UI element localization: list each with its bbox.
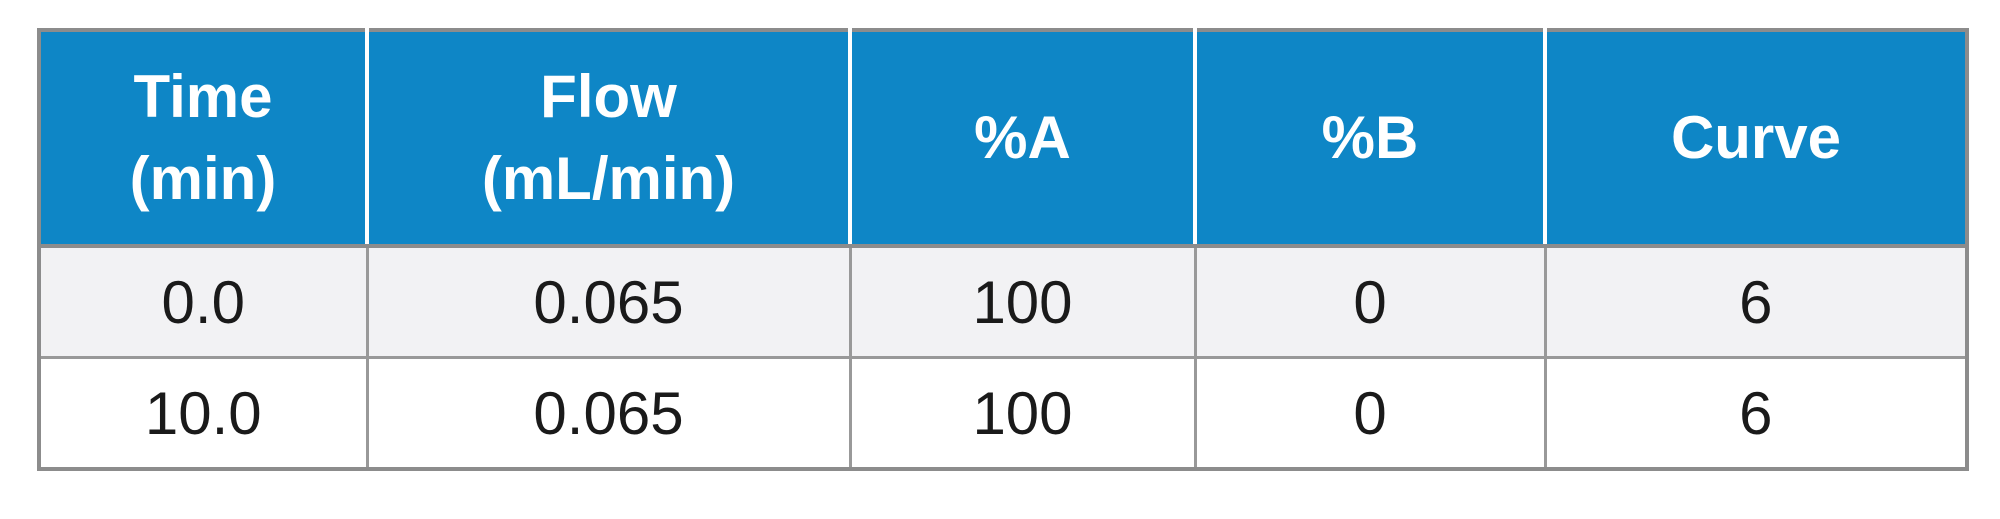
header-row: Time (min) Flow (mL/min) %A %B Curve — [39, 30, 1967, 248]
gradient-table: Time (min) Flow (mL/min) %A %B Curve 0.0… — [37, 28, 1969, 471]
column-header-percent-a: %A — [848, 30, 1195, 248]
table-row: 0.0 0.065 100 0 6 — [37, 244, 1969, 359]
table-cell-percent-b: 0 — [1193, 244, 1547, 359]
column-header-flow: Flow (mL/min) — [365, 30, 850, 248]
table-cell-curve: 6 — [1543, 356, 1969, 471]
column-header-time: Time (min) — [39, 30, 367, 248]
table-cell-percent-a: 100 — [848, 356, 1197, 471]
column-header-percent-b: %B — [1193, 30, 1545, 248]
table-cell-flow: 0.065 — [365, 244, 852, 359]
table-cell-curve: 6 — [1543, 244, 1969, 359]
table-cell-flow: 0.065 — [365, 356, 852, 471]
table-cell-time: 10.0 — [37, 356, 369, 471]
table-cell-percent-a: 100 — [848, 244, 1197, 359]
column-header-curve: Curve — [1543, 30, 1967, 248]
table-row: 10.0 0.065 100 0 6 — [37, 356, 1969, 471]
table-cell-time: 0.0 — [37, 244, 369, 359]
table-cell-percent-b: 0 — [1193, 356, 1547, 471]
